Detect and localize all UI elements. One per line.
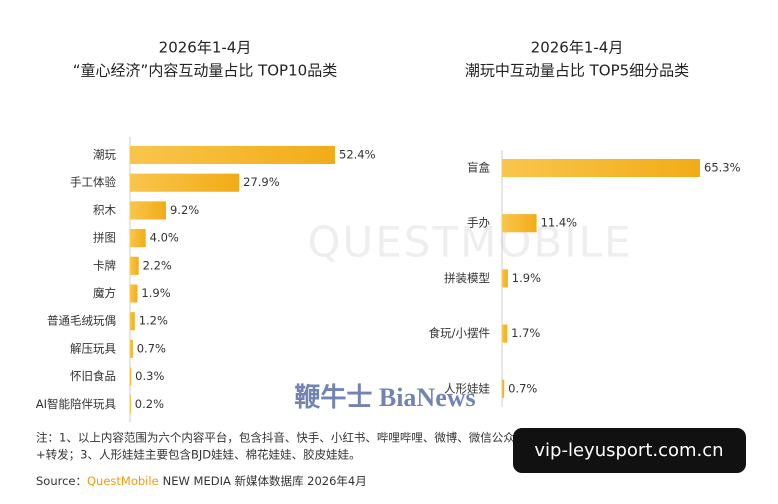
bar-shade	[130, 146, 335, 164]
category-label: 潮玩	[93, 148, 116, 162]
overlay-box	[513, 428, 746, 473]
source-prefix: Source：	[36, 474, 87, 488]
bar-shade	[130, 201, 166, 220]
stamp: 鞭牛士 BiaNews	[294, 383, 475, 412]
value-label: 1.9%	[141, 286, 170, 300]
category-label: 拼装模型	[444, 271, 490, 285]
bar-shade	[130, 339, 133, 358]
value-label: 52.4%	[339, 148, 376, 162]
value-label: 65.3%	[704, 161, 741, 175]
value-label: 0.2%	[135, 397, 164, 411]
category-label: 卡牌	[93, 258, 116, 272]
bar-shade	[130, 367, 132, 386]
source: Source：QuestMobile NEW MEDIA 新媒体数据库 2026年…	[36, 474, 367, 488]
category-label: 拼图	[93, 231, 116, 245]
category-label: 魔方	[93, 286, 116, 300]
value-label: 1.9%	[512, 271, 541, 285]
source-brand: QuestMobile	[87, 474, 159, 488]
bar-shade	[130, 395, 131, 414]
category-label: 食玩/小摆件	[429, 326, 490, 340]
bar-shade	[130, 284, 138, 303]
category-label: 积木	[93, 203, 116, 217]
category-label: 解压玩具	[70, 341, 116, 355]
source-rest: NEW MEDIA 新媒体数据库 2026年4月	[163, 474, 367, 488]
bar-shade	[502, 269, 508, 288]
category-label: 普通毛绒玩偶	[47, 314, 116, 328]
watermark: QUESTMOBILE	[307, 218, 632, 267]
value-label: 0.3%	[135, 369, 164, 383]
note-line: +转发；3、人形娃娃主要包含BJD娃娃、棉花娃娃、胶皮娃娃。	[36, 448, 361, 462]
chart-subtitle: “童心经济”内容互动量占比 TOP10品类	[73, 62, 337, 80]
value-label: 27.9%	[243, 175, 280, 189]
bar-shade	[130, 256, 139, 275]
value-label: 9.2%	[170, 203, 199, 217]
value-label: 0.7%	[508, 381, 537, 395]
value-label: 1.2%	[139, 314, 168, 328]
category-label: 手工体验	[70, 175, 116, 189]
bar-shade	[502, 214, 537, 233]
value-label: 2.2%	[143, 258, 172, 272]
category-label: 盲盒	[467, 161, 490, 175]
category-label: 手办	[467, 216, 490, 230]
bar-shade	[502, 324, 508, 343]
bar-shade	[130, 312, 135, 331]
category-label: 怀旧食品	[70, 369, 116, 383]
value-label: 1.7%	[511, 326, 540, 340]
chart-title: 2026年1-4月	[159, 39, 252, 57]
category-label: AI智能陪伴玩具	[36, 397, 117, 411]
note-line: 注：1、以上内容范围为六个内容平台，包含抖音、快手、小红书、哔哩哔哩、微博、微信…	[36, 431, 657, 445]
bar-shade	[130, 173, 240, 192]
chart-title: 2026年1-4月	[531, 39, 624, 57]
bar-shade	[502, 379, 505, 398]
category-label: 人形娃娃	[444, 381, 490, 395]
bar-shade	[130, 229, 146, 248]
value-label: 0.7%	[137, 341, 166, 355]
value-label: 11.4%	[541, 216, 578, 230]
value-label: 4.0%	[150, 231, 179, 245]
overlay-text: vip-leyusport.com.cn	[534, 440, 723, 461]
chart-subtitle: 潮玩中互动量占比 TOP5细分品类	[465, 62, 689, 80]
bar-shade	[502, 159, 700, 177]
